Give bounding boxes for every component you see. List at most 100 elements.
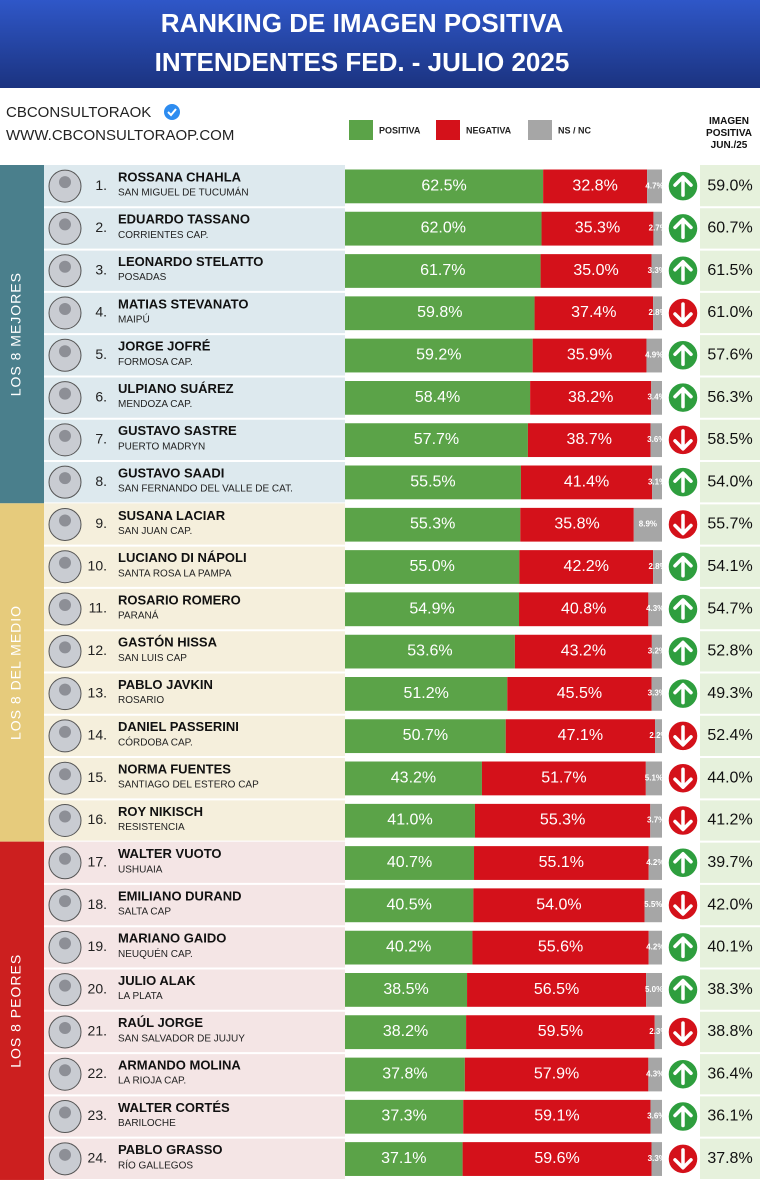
bar-segment <box>345 253 541 288</box>
city: USHUAIA <box>118 864 163 875</box>
bar-segment <box>650 422 662 458</box>
group-label: LOS 8 PEORES <box>8 954 24 1068</box>
name: WALTER CORTÉS <box>118 1100 230 1115</box>
trend-arrow <box>673 1148 693 1170</box>
legend-label: POSITIVA <box>379 125 421 135</box>
bar-segment <box>345 1057 465 1092</box>
previous-value: 60.7% <box>707 220 752 237</box>
value-label: 37.1% <box>381 1150 426 1167</box>
photo-head <box>59 725 71 738</box>
bar-segment <box>651 634 662 669</box>
value-label: 35.3% <box>575 220 620 237</box>
name: MARIANO GAIDO <box>118 931 226 946</box>
bar-segment <box>467 972 647 1007</box>
city: SAN JUAN CAP. <box>118 526 192 537</box>
value-label: 3.3% <box>648 689 666 698</box>
value-label: 4.2% <box>646 858 664 867</box>
value-label: 41.0% <box>387 812 432 829</box>
photo-head <box>59 979 71 992</box>
bar-segment <box>345 211 542 246</box>
bar-segment <box>648 591 662 627</box>
value-label: 5.0% <box>645 985 663 994</box>
trend-arrow <box>673 767 693 789</box>
photo-head <box>59 1106 71 1119</box>
bar-segment <box>345 169 544 204</box>
value-label: 32.8% <box>572 177 617 194</box>
bar-segment <box>481 761 646 796</box>
previous-value: 36.1% <box>707 1108 752 1125</box>
value-label: 55.3% <box>410 516 455 533</box>
value-label: 40.2% <box>386 939 431 956</box>
trend-arrow <box>673 471 693 493</box>
bar-segment <box>651 1141 662 1176</box>
value-label: 3.6% <box>647 1112 665 1121</box>
previous-value: 61.0% <box>707 304 752 321</box>
value-label: 50.7% <box>403 727 448 744</box>
name: ROY NIKISCH <box>118 804 203 819</box>
value-label: 5.5% <box>644 900 662 909</box>
photo-head <box>59 556 71 569</box>
rank: 2. <box>95 219 107 235</box>
value-label: 5.1% <box>645 773 663 782</box>
bar-segment <box>345 1099 464 1134</box>
bar-segment <box>345 465 521 500</box>
rank: 4. <box>95 304 107 320</box>
bar-segment <box>648 1057 662 1092</box>
photo-head <box>59 345 71 358</box>
value-label: 54.0% <box>536 896 581 913</box>
value-label: 55.3% <box>540 812 585 829</box>
trend-arrow <box>673 386 693 409</box>
rank: 16. <box>88 811 107 827</box>
previous-value: 54.0% <box>707 473 752 490</box>
previous-value: 58.5% <box>707 431 752 448</box>
bar-segment <box>345 1141 463 1176</box>
rank: 8. <box>95 473 107 489</box>
previous-value: 37.8% <box>707 1150 752 1167</box>
photo-head <box>59 1148 71 1161</box>
previous-value: 42.0% <box>707 896 752 913</box>
value-label: 62.5% <box>421 177 466 194</box>
group-band <box>0 165 44 504</box>
photo-head <box>59 810 71 823</box>
brand-band <box>0 88 760 165</box>
bar-segment <box>650 803 662 838</box>
trend-arrow <box>673 1105 693 1128</box>
city: RESISTENCIA <box>118 822 185 833</box>
rank: 12. <box>88 642 107 658</box>
value-label: 58.4% <box>415 389 460 406</box>
trend-arrow <box>673 513 693 536</box>
bar-segment <box>651 380 662 415</box>
value-label: 3.2% <box>648 646 666 655</box>
rank: 15. <box>88 769 107 785</box>
name: ROSARIO ROMERO <box>118 592 241 607</box>
name: JORGE JOFRÉ <box>118 339 211 354</box>
value-label: 57.7% <box>414 431 459 448</box>
bar-segment <box>651 676 662 711</box>
bar-segment <box>648 930 662 965</box>
bar-segment <box>520 465 653 500</box>
value-label: 35.8% <box>554 516 599 533</box>
bar-segment <box>345 972 468 1007</box>
value-label: 51.2% <box>403 685 448 702</box>
legend-swatch <box>528 120 552 140</box>
city: PUERTO MADRYN <box>118 441 205 452</box>
rank: 1. <box>95 177 107 193</box>
trend-arrow <box>673 852 693 874</box>
bar-segment <box>655 718 662 754</box>
bar-segment <box>345 338 533 373</box>
bar-segment <box>473 887 645 923</box>
bar-segment <box>345 930 473 965</box>
website: WWW.CBCONSULTORAOP.COM <box>6 127 234 144</box>
rank: 14. <box>88 727 107 743</box>
trend-arrow <box>673 344 693 367</box>
previous-value: 54.1% <box>707 558 752 575</box>
value-label: 59.2% <box>416 347 461 364</box>
value-label: 3.3% <box>648 1154 666 1163</box>
bar-segment <box>647 169 662 204</box>
photo-head <box>59 472 71 485</box>
bar-segment <box>464 1057 649 1092</box>
photo-head <box>59 218 71 231</box>
value-label: 38.2% <box>568 389 613 406</box>
trend-arrow <box>673 217 693 240</box>
